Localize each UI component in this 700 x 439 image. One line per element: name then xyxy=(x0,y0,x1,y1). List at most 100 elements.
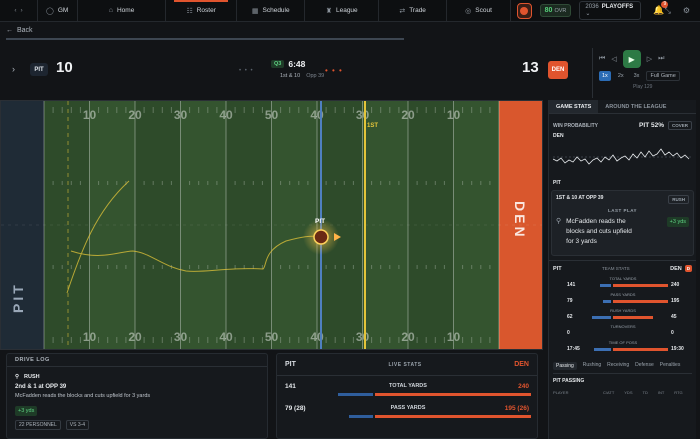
nav-home-label: Home xyxy=(116,7,135,14)
drive-play-type: RUSH xyxy=(24,374,40,380)
speed-1x[interactable]: 1x xyxy=(599,71,611,81)
team-stat-home-bar xyxy=(594,348,611,351)
home-score: 10 xyxy=(56,59,73,76)
live-stat-row: 141 TOTAL YARDS 240 xyxy=(277,376,537,398)
team-stat-label: PASS YARDS xyxy=(610,292,636,297)
defense-tag: VS 3-4 xyxy=(65,420,90,430)
nav-league[interactable]: ♜ League xyxy=(305,0,380,22)
away-logo-icon: D xyxy=(684,265,692,272)
notifications-button[interactable]: 🔔 9 xyxy=(653,1,669,16)
season-phase: PLAYOFFS xyxy=(601,4,634,10)
win-prob-label: WIN PROBABILITY xyxy=(553,122,598,129)
quarter-badge: Q3 xyxy=(271,60,285,68)
team-logo[interactable] xyxy=(516,2,532,19)
live-stats-home: PIT xyxy=(285,361,296,368)
team-stat-away-bar xyxy=(613,316,653,319)
nav-schedule-label: Schedule xyxy=(262,7,290,14)
turf-stripe xyxy=(89,101,135,349)
yard-number-top: 30 xyxy=(356,108,370,122)
live-stats-title: LIVE STATS xyxy=(388,361,422,368)
passing-header: PIT PASSING xyxy=(549,374,696,388)
col-catt: C/ATT xyxy=(603,390,615,395)
chevron-right-icon[interactable]: › xyxy=(12,64,15,74)
full-game-button[interactable]: Full Game xyxy=(646,71,680,81)
win-prob-chart xyxy=(552,148,693,165)
wp-top-team: DEN xyxy=(553,133,564,139)
gm-menu[interactable]: ◯ GM xyxy=(38,0,78,22)
top-nav-bar: ‹ › ◯ GM ⌂ Home ☷ Roster ▦ Schedule ♜ Le… xyxy=(0,0,700,22)
yard-number-top: 10 xyxy=(83,108,97,122)
team-stat-home: 0 xyxy=(567,330,570,336)
chevron-left-icon[interactable]: ‹ xyxy=(14,7,17,14)
bell-icon: 🔔 xyxy=(653,5,665,15)
chevron-right-icon[interactable]: › xyxy=(20,7,23,14)
clock-time: 6:48 xyxy=(288,59,306,69)
team-icon: ☷ xyxy=(186,7,193,15)
stat-tab-defense[interactable]: Defense xyxy=(635,362,654,368)
live-stat-away-bar xyxy=(375,393,531,396)
collapse-icon[interactable]: ⤡ xyxy=(664,5,671,15)
yard-number-top: 30 xyxy=(174,108,188,122)
away-endzone xyxy=(499,101,542,349)
speed-2x[interactable]: 2x xyxy=(617,73,624,79)
season-selector[interactable]: 2036 PLAYOFFS ⌄ xyxy=(579,1,642,20)
turf-stripe xyxy=(44,101,90,349)
stat-tab-rushing[interactable]: Rushing xyxy=(582,362,602,368)
nav-home[interactable]: ⌂ Home xyxy=(78,0,167,22)
back-link[interactable]: ← Back xyxy=(0,22,700,38)
step-back-icon[interactable]: ◁ xyxy=(611,56,617,63)
away-team-badge: DEN xyxy=(548,61,568,79)
home-team-badge: PIT xyxy=(30,63,48,76)
nav-scout[interactable]: ◎ Scout xyxy=(447,0,511,22)
ball-carrier[interactable] xyxy=(313,229,329,245)
game-clock: Q3 6:48 xyxy=(271,59,305,69)
speed-3x[interactable]: 3x xyxy=(633,73,640,79)
yard-number-top: 20 xyxy=(401,108,415,122)
step-forward-icon[interactable]: ▷ xyxy=(646,56,653,63)
skip-end-icon[interactable]: ⏭ xyxy=(658,55,665,62)
home-icon: ⌂ xyxy=(108,7,113,14)
drive-yards: +3 yds xyxy=(15,406,38,416)
yard-number-bottom: 10 xyxy=(83,330,97,344)
col-yds: YDS xyxy=(624,390,633,395)
chevron-down-icon: ⌄ xyxy=(585,11,591,17)
football-field: 10 10 20 20 30 30 40 40 50 50 40 40 30 30 20 20 10 10 1ST… xyxy=(0,100,543,350)
game-stats-panel: GAME STATS AROUND THE LEAGUE WIN PROBABI… xyxy=(548,100,696,439)
play-button[interactable]: ▶ xyxy=(622,50,641,68)
ovr-value: 80 xyxy=(544,7,553,14)
drive-description: McFadden reads the blocks and cuts upfie… xyxy=(15,393,151,399)
turf-stripe xyxy=(135,101,181,349)
nav-trade[interactable]: ⇄ Trade xyxy=(379,0,448,22)
team-stat-away: 0 xyxy=(671,330,674,336)
home-endzone-label: PIT xyxy=(10,282,26,313)
team-stats-away: DEN xyxy=(670,265,682,272)
stat-tab-receiving[interactable]: Receiving xyxy=(607,362,630,368)
nav-schedule[interactable]: ▦ Schedule xyxy=(237,0,306,22)
drive-log-title: DRIVE LOG xyxy=(7,354,267,367)
tab-around-league[interactable]: AROUND THE LEAGUE xyxy=(605,104,667,110)
cover-toggle[interactable]: COVER xyxy=(667,121,692,130)
stat-tab-penalties[interactable]: Penalties xyxy=(659,362,681,368)
history-nav[interactable]: ‹ › xyxy=(0,0,39,22)
user-icon: ◯ xyxy=(46,7,54,15)
binoculars-icon: ◎ xyxy=(465,7,472,15)
yard-number-top: 50 xyxy=(265,108,279,122)
stat-tab-passing[interactable]: Passing xyxy=(553,362,577,370)
live-stat-away: 240 xyxy=(518,383,529,390)
rewind-icon[interactable]: ⏮ xyxy=(599,55,606,62)
passing-title: PIT PASSING xyxy=(553,378,585,384)
yard-number-bottom: 30 xyxy=(174,330,188,344)
team-stat-away-bar xyxy=(613,284,668,287)
yard-number-bottom: 30 xyxy=(356,330,370,344)
yard-number-bottom: 40 xyxy=(219,330,233,344)
drive-log: DRIVE LOG ⚲ RUSH 2nd & 1 at OPP 39 McFad… xyxy=(6,353,268,439)
team-stat-away: 240 xyxy=(671,282,680,288)
down-distance-text: 1st & 10 xyxy=(280,73,301,79)
scoreboard: › PIT 10 • • • Q3 6:48 1st & 10 Opp 39 • … xyxy=(0,42,700,98)
team-stat-row: TOTAL YARDS 141 240 xyxy=(549,276,696,292)
gear-icon[interactable]: ⚙ xyxy=(682,5,691,15)
wp-bottom-team: PIT xyxy=(553,180,561,186)
team-stat-home: 79 xyxy=(567,298,573,304)
nav-roster[interactable]: ☷ Roster xyxy=(166,0,238,22)
tab-game-stats[interactable]: GAME STATS xyxy=(549,100,599,113)
